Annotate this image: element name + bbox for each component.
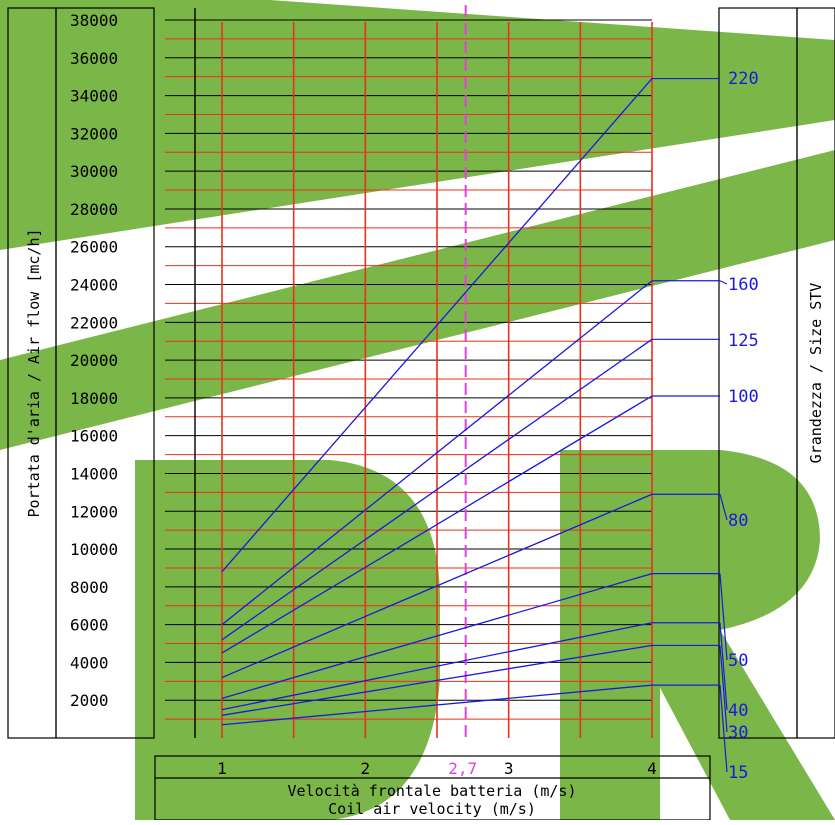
y-tick-label: 32000 — [70, 124, 118, 143]
right-axis-label: Grandezza / Size STV — [807, 283, 825, 464]
y-tick-label: 36000 — [70, 49, 118, 68]
series-label-220: 220 — [728, 69, 759, 89]
y-tick-label: 16000 — [70, 427, 118, 446]
series-line-160 — [221, 280, 653, 626]
y-tick-label: 8000 — [70, 578, 109, 597]
series-label-125: 125 — [728, 331, 759, 351]
y-tick-label: 6000 — [70, 616, 109, 635]
ytick-box — [55, 7, 155, 739]
y-tick-label: 14000 — [70, 464, 118, 483]
series-line-100 — [221, 395, 653, 654]
x-highlight-tick-label: 2,7 — [448, 759, 477, 778]
series-line-80 — [221, 493, 653, 679]
watermark-band-bottom — [0, 150, 835, 450]
series-line-125 — [221, 338, 653, 641]
series-line-50 — [221, 572, 653, 699]
series-connector-40 — [719, 622, 728, 711]
y-tick-label: 28000 — [70, 200, 118, 219]
series-line-40 — [221, 622, 653, 711]
x-tick-label: 3 — [504, 759, 514, 778]
y-tick-label: 30000 — [70, 162, 118, 181]
tick-labels: 2000 4000 6000 8000 10000 12000 14000 16000 1800… — [70, 11, 657, 778]
series-connector-160 — [719, 280, 728, 285]
x-tick-label: 4 — [647, 759, 657, 778]
y-tick-label: 38000 — [70, 11, 118, 30]
x-axis-label-english: Coil air velocity (m/s) — [328, 800, 536, 818]
y-tick-label: 10000 — [70, 540, 118, 559]
y-tick-label: 20000 — [70, 351, 118, 370]
series-line-220 — [221, 78, 653, 573]
series-label-80: 80 — [728, 511, 748, 531]
series-connector-50 — [719, 573, 728, 661]
series-label-15: 15 — [728, 763, 748, 783]
y-tick-label: 12000 — [70, 502, 118, 521]
y-tick-label: 22000 — [70, 313, 118, 332]
y-tick-label: 26000 — [70, 238, 118, 257]
y-tick-label: 18000 — [70, 389, 118, 408]
series-line-15 — [221, 684, 653, 726]
series-line-30 — [221, 644, 653, 716]
x-tick-label: 2 — [361, 759, 371, 778]
y-tick-label: 34000 — [70, 87, 118, 106]
series-label-40: 40 — [728, 701, 748, 721]
right-label-box — [796, 7, 835, 739]
x-tick-label: 1 — [217, 759, 227, 778]
series-label-100: 100 — [728, 387, 759, 407]
x-axis-label-italian: Velocità frontale batteria (m/s) — [288, 782, 577, 800]
series-label-30: 30 — [728, 723, 748, 743]
series-label-50: 50 — [728, 651, 748, 671]
series-label-160: 160 — [728, 275, 759, 295]
y-tick-label: 4000 — [70, 653, 109, 672]
series-connector-80 — [719, 494, 728, 521]
watermark-band-top — [0, 0, 835, 250]
series-connector-15 — [719, 685, 728, 773]
watermark-letter-r-leg — [640, 450, 835, 820]
series-connector-30 — [719, 645, 728, 733]
y-axis-label: Portata d'aria / Air flow [mc/h] — [25, 229, 43, 518]
watermark-letter-d — [135, 460, 250, 820]
y-tick-label: 24000 — [70, 276, 118, 295]
y-tick-label: 2000 — [70, 691, 109, 710]
chart-grid — [165, 5, 653, 738]
watermark-letter-d-bowl — [250, 460, 440, 820]
